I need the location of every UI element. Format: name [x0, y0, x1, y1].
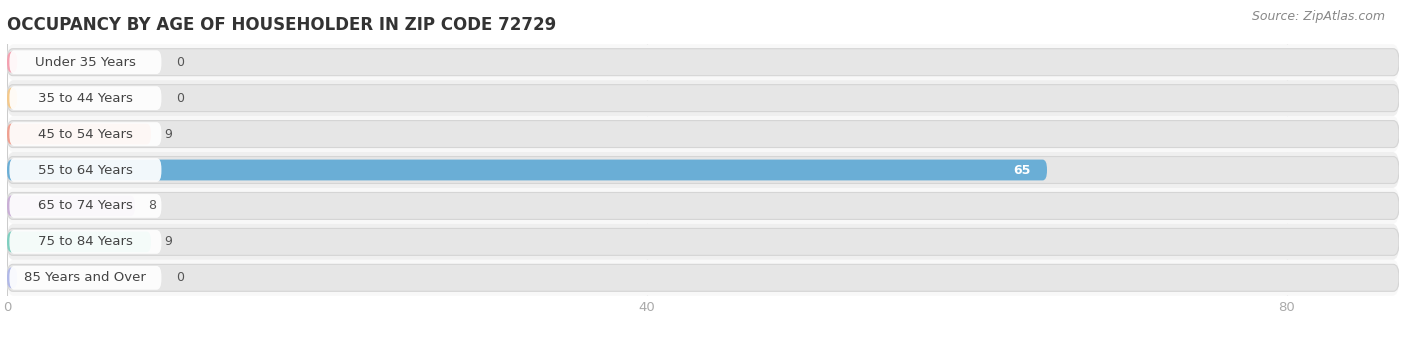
Text: 0: 0 [176, 271, 184, 284]
Text: 65 to 74 Years: 65 to 74 Years [38, 200, 132, 212]
FancyBboxPatch shape [10, 230, 162, 254]
FancyBboxPatch shape [7, 152, 1399, 188]
FancyBboxPatch shape [7, 195, 135, 216]
Text: Under 35 Years: Under 35 Years [35, 56, 136, 69]
FancyBboxPatch shape [10, 50, 162, 74]
Text: 9: 9 [165, 235, 172, 249]
FancyBboxPatch shape [7, 265, 1399, 291]
FancyBboxPatch shape [7, 224, 1399, 260]
FancyBboxPatch shape [7, 121, 1399, 148]
FancyBboxPatch shape [7, 267, 17, 288]
FancyBboxPatch shape [7, 88, 17, 108]
Text: 65: 65 [1014, 164, 1031, 176]
FancyBboxPatch shape [7, 124, 150, 144]
Text: 0: 0 [176, 91, 184, 105]
FancyBboxPatch shape [10, 266, 162, 290]
FancyBboxPatch shape [10, 86, 162, 110]
FancyBboxPatch shape [7, 44, 1399, 80]
FancyBboxPatch shape [7, 188, 1399, 224]
Text: 55 to 64 Years: 55 to 64 Years [38, 164, 132, 176]
FancyBboxPatch shape [10, 122, 162, 146]
Text: OCCUPANCY BY AGE OF HOUSEHOLDER IN ZIP CODE 72729: OCCUPANCY BY AGE OF HOUSEHOLDER IN ZIP C… [7, 16, 557, 34]
FancyBboxPatch shape [7, 49, 1399, 75]
Text: 8: 8 [148, 200, 156, 212]
FancyBboxPatch shape [7, 52, 17, 73]
Text: 9: 9 [165, 128, 172, 140]
Text: 0: 0 [176, 56, 184, 69]
FancyBboxPatch shape [10, 158, 162, 182]
FancyBboxPatch shape [7, 232, 150, 252]
Text: 45 to 54 Years: 45 to 54 Years [38, 128, 132, 140]
Text: Source: ZipAtlas.com: Source: ZipAtlas.com [1251, 10, 1385, 23]
FancyBboxPatch shape [7, 192, 1399, 219]
FancyBboxPatch shape [10, 194, 162, 218]
FancyBboxPatch shape [7, 260, 1399, 296]
FancyBboxPatch shape [7, 156, 1399, 184]
FancyBboxPatch shape [7, 159, 1047, 181]
FancyBboxPatch shape [7, 116, 1399, 152]
FancyBboxPatch shape [7, 80, 1399, 116]
Text: 75 to 84 Years: 75 to 84 Years [38, 235, 132, 249]
Text: 35 to 44 Years: 35 to 44 Years [38, 91, 132, 105]
FancyBboxPatch shape [7, 85, 1399, 112]
FancyBboxPatch shape [7, 228, 1399, 255]
Text: 85 Years and Over: 85 Years and Over [24, 271, 146, 284]
